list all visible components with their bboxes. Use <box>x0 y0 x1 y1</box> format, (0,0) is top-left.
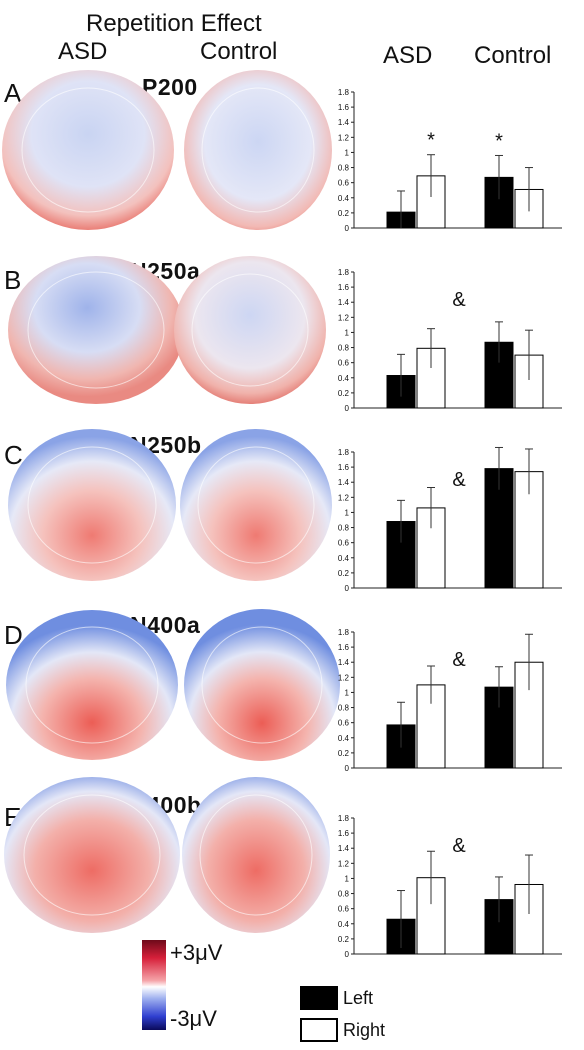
legend-swatch-right <box>300 1018 338 1042</box>
y-tick-label: 1.8 <box>338 628 350 637</box>
topo-asd-header: ASD <box>58 38 108 65</box>
y-tick-label: 1.6 <box>338 643 350 652</box>
y-tick-label: 1 <box>345 148 350 157</box>
significance-marker: & <box>452 289 466 311</box>
topo-d-control <box>184 609 340 761</box>
y-tick-label: 0.6 <box>338 359 350 368</box>
y-tick-label: 0.6 <box>338 179 350 188</box>
y-tick-label: 1.6 <box>338 463 350 472</box>
y-tick-label: 0.8 <box>338 164 350 173</box>
bar-asd-header: ASD <box>383 42 433 69</box>
bar-chart-c: 0 0.2 0.4 0.6 0.8 1 1.2 1.4 1.6 1.8 & <box>338 446 562 593</box>
panel-letter-c: C <box>4 440 23 470</box>
topo-e-control <box>182 777 330 933</box>
y-tick-label: 1.2 <box>338 673 350 682</box>
figure-title: Repetition Effect <box>86 10 262 37</box>
y-tick-label: 1.2 <box>338 133 350 142</box>
y-tick-label: 1.2 <box>338 313 350 322</box>
y-tick-label: 0.2 <box>338 389 350 398</box>
y-tick-label: 0 <box>345 404 350 413</box>
y-tick-label: 1 <box>345 508 350 517</box>
y-tick-label: 0.6 <box>338 905 350 914</box>
y-tick-label: 0.4 <box>338 194 350 203</box>
y-tick-label: 1.4 <box>338 844 350 853</box>
panel-title-a: P200 <box>142 74 198 100</box>
topo-a-asd <box>2 70 174 230</box>
y-tick-label: 1.8 <box>338 88 350 97</box>
y-tick-label: 1 <box>345 328 350 337</box>
y-tick-label: 1.8 <box>338 814 350 823</box>
colorbar-max-label: +3μV <box>170 940 223 965</box>
y-tick-label: 0.6 <box>338 719 350 728</box>
legend-swatch-left <box>300 986 338 1010</box>
y-tick-label: 0 <box>345 224 350 233</box>
bar-control-header: Control <box>474 42 552 69</box>
y-tick-label: 1.8 <box>338 268 350 277</box>
y-tick-label: 1.6 <box>338 283 350 292</box>
legend-label-left: Left <box>343 988 374 1008</box>
y-tick-label: 0.4 <box>338 374 350 383</box>
y-tick-label: 0.2 <box>338 569 350 578</box>
y-tick-label: 1.2 <box>338 859 350 868</box>
y-tick-label: 0.4 <box>338 920 350 929</box>
bar-chart-e: 0 0.2 0.4 0.6 0.8 1 1.2 1.4 1.6 1.8 & <box>338 814 562 959</box>
panel-letter-b: B <box>4 265 22 295</box>
significance-marker: * <box>495 130 503 152</box>
topo-control-header: Control <box>200 38 278 65</box>
y-tick-label: 0.8 <box>338 704 350 713</box>
y-tick-label: 0 <box>345 764 350 773</box>
y-tick-label: 1.2 <box>338 493 350 502</box>
bar-chart-d: 0 0.2 0.4 0.6 0.8 1 1.2 1.4 1.6 1.8 & <box>338 628 562 773</box>
topo-c-control <box>180 429 332 581</box>
y-tick-label: 0.8 <box>338 524 350 533</box>
bar-chart-a: 0 0.2 0.4 0.6 0.8 1 1.2 1.4 1.6 1.8 * * <box>338 88 562 233</box>
bar-right-control <box>514 883 544 955</box>
y-tick-label: 1 <box>345 688 350 697</box>
topo-e-asd <box>4 777 180 933</box>
y-tick-label: 0.4 <box>338 554 350 563</box>
y-tick-label: 1.8 <box>338 448 350 457</box>
y-tick-label: 1 <box>345 874 350 883</box>
bar-chart-b: 0 0.2 0.4 0.6 0.8 1 1.2 1.4 1.6 1.8 & <box>338 268 562 413</box>
significance-marker: & <box>452 469 466 491</box>
panel-letter-a: A <box>4 78 22 108</box>
y-tick-label: 0.2 <box>338 209 350 218</box>
legend-label-right: Right <box>343 1020 386 1040</box>
y-tick-label: 1.4 <box>338 118 350 127</box>
y-tick-label: 0 <box>345 584 350 593</box>
colorbar <box>142 940 166 1030</box>
y-tick-label: 0.2 <box>338 749 350 758</box>
y-tick-label: 1.4 <box>338 478 350 487</box>
y-tick-label: 0.8 <box>338 344 350 353</box>
y-tick-label: 1.4 <box>338 658 350 667</box>
topo-b-control <box>174 256 326 404</box>
significance-marker: * <box>427 130 435 152</box>
y-tick-label: 1.4 <box>338 298 350 307</box>
y-tick-label: 0 <box>345 950 350 959</box>
topo-b-asd <box>8 256 184 404</box>
panel-letter-d: D <box>4 620 23 650</box>
topo-c-asd <box>8 429 176 581</box>
y-tick-label: 1.6 <box>338 829 350 838</box>
y-tick-label: 0.2 <box>338 935 350 944</box>
y-tick-label: 1.6 <box>338 103 350 112</box>
significance-marker: & <box>452 835 466 857</box>
y-tick-label: 0.8 <box>338 890 350 899</box>
y-tick-label: 0.6 <box>338 539 350 548</box>
topo-maps <box>2 70 340 933</box>
significance-marker: & <box>452 649 466 671</box>
y-tick-label: 0.4 <box>338 734 350 743</box>
topo-d-asd <box>6 610 178 760</box>
topo-a-control <box>184 70 332 230</box>
colorbar-min-label: -3μV <box>170 1006 217 1031</box>
